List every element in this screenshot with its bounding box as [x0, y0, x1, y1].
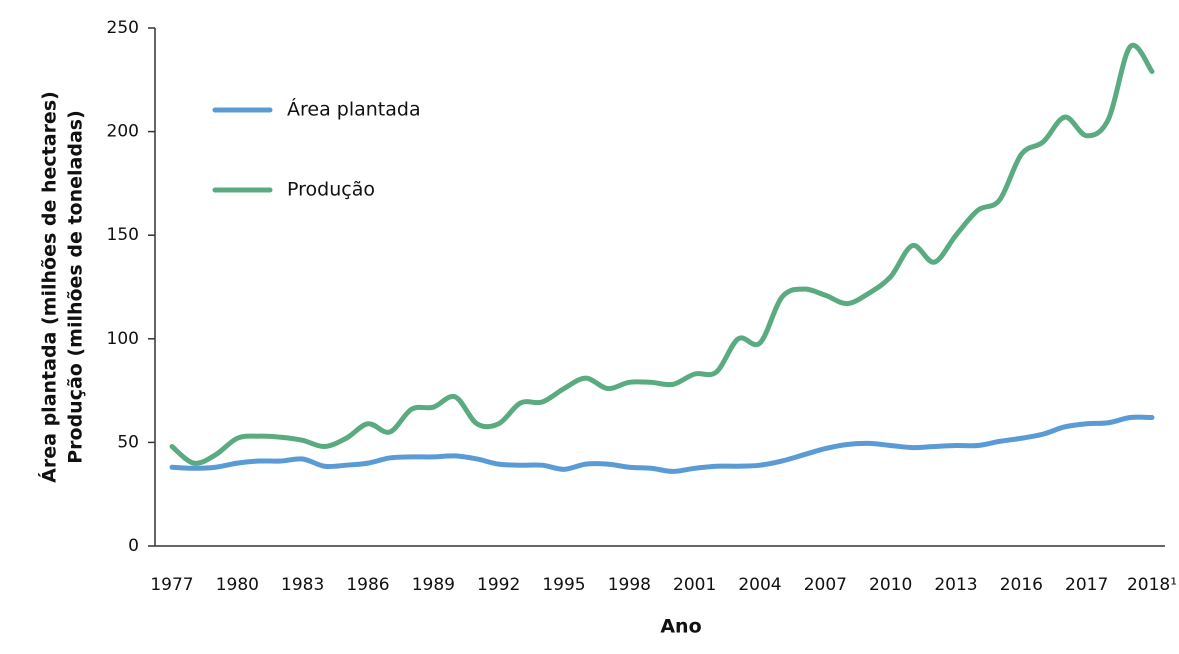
- data-line: [169, 414, 1155, 474]
- x-tick-label: 2016: [1000, 575, 1043, 595]
- x-tick-label: 1998: [608, 575, 651, 595]
- x-axis-label: Ano: [660, 616, 701, 638]
- x-tick-label: 1989: [412, 575, 455, 595]
- legend-label: Produção: [287, 179, 375, 201]
- y-tick-label: 250: [107, 18, 139, 38]
- y-tick-label: 50: [117, 432, 139, 452]
- x-tick-label: 2004: [738, 575, 781, 595]
- x-tick-label: 1977: [150, 575, 193, 595]
- data-line: [169, 42, 1155, 466]
- legend-label: Área plantada: [287, 98, 421, 121]
- x-tick-label: 1983: [281, 575, 324, 595]
- y-tick-label: 0: [128, 536, 139, 556]
- x-tick-label: 2001: [673, 575, 716, 595]
- y-tick-label: 150: [107, 225, 139, 245]
- y-axis-label: Área plantada (milhões de hectares): [38, 91, 61, 483]
- x-tick-label: 1980: [216, 575, 259, 595]
- x-tick-label: 1986: [346, 575, 389, 595]
- y-tick-label: 200: [107, 122, 139, 142]
- x-tick-label: 1995: [542, 575, 585, 595]
- x-tick-label: 2010: [869, 575, 912, 595]
- x-tick-label: 2013: [934, 575, 977, 595]
- x-tick-label: 2017: [1065, 575, 1108, 595]
- x-tick-label: 1992: [477, 575, 520, 595]
- x-tick-label: 2018¹: [1127, 575, 1177, 595]
- y-axis-label: Produção (milhões de toneladas): [65, 110, 87, 464]
- y-tick-label: 100: [107, 329, 139, 349]
- x-tick-label: 2007: [804, 575, 847, 595]
